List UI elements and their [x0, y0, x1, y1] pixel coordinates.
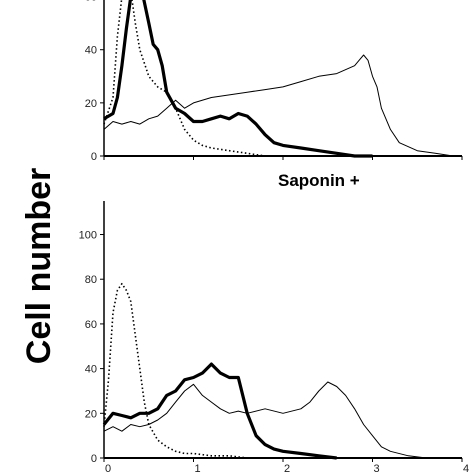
panel-bottom: 0 20 40 60 80 100 0 1 2 3 4	[79, 201, 469, 474]
y-tick-label: 20	[85, 408, 97, 420]
y-tick-label: 40	[85, 45, 97, 57]
y-tick-label: 20	[85, 98, 97, 110]
y-tick-label: 100	[79, 230, 97, 242]
series-thin-line	[103, 54, 462, 157]
x-tick-label: 3	[373, 463, 379, 474]
panel-top: 0 20 40 60	[85, 0, 463, 163]
x-tick-label: 4	[463, 463, 469, 474]
x-tick-label: 1	[194, 463, 200, 474]
condition-label: Saponin +	[278, 171, 360, 190]
y-tick-label: 0	[91, 151, 97, 163]
y-tick-label: 80	[85, 274, 97, 286]
y-tick-label: 0	[91, 453, 97, 465]
series-thin-line	[103, 381, 445, 459]
y-tick-label: 40	[85, 364, 97, 376]
series-dotted-line	[103, 0, 283, 157]
series-thick-line	[102, 362, 337, 460]
series-thick-line	[103, 0, 373, 158]
x-tick-label: 0	[105, 463, 111, 474]
x-tick-label: 2	[284, 463, 290, 474]
y-tick-label: 60	[85, 319, 97, 331]
y-axis-title: Cell number	[20, 168, 58, 364]
panels: 0 20 40 60 0 20 40 60 80 100 0 1 2 3 4	[79, 0, 469, 474]
series-dotted-line	[103, 282, 266, 459]
y-tick-label: 60	[85, 0, 97, 4]
